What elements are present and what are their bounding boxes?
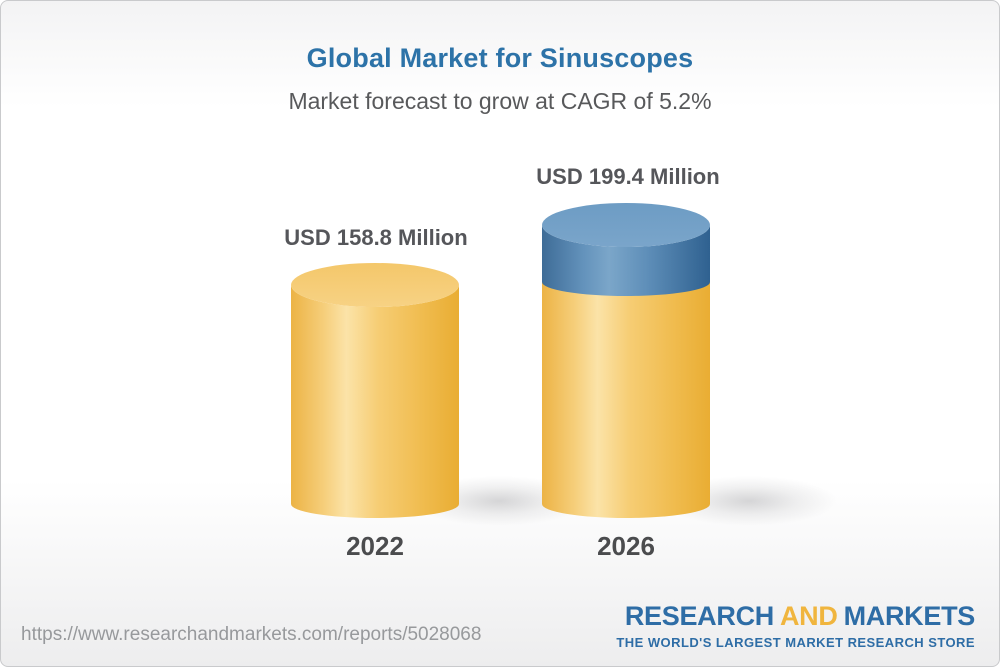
value-label-2022: USD 158.8 Million <box>284 225 468 250</box>
logo-word-markets: MARKETS <box>843 601 976 631</box>
logo-word-and: AND <box>779 601 838 631</box>
bar-2022-body <box>291 285 459 518</box>
logo-tagline: THE WORLD'S LARGEST MARKET RESEARCH STOR… <box>616 634 975 650</box>
category-label-2026: 2026 <box>597 531 655 561</box>
bar-2026-growth-body <box>542 225 710 296</box>
logo-word-research: RESEARCH <box>624 601 774 631</box>
source-url: https://www.researchandmarkets.com/repor… <box>21 624 482 645</box>
chart-subtitle: Market forecast to grow at CAGR of 5.2% <box>288 88 712 114</box>
bar-2026-growth-top <box>542 203 710 247</box>
chart-title: Global Market for Sinuscopes <box>306 43 694 73</box>
category-label-2022: 2022 <box>346 531 404 561</box>
bar-2022-top <box>291 263 459 307</box>
logo-wordmark: RESEARCH AND MARKETS <box>616 601 976 632</box>
value-label-2026: USD 199.4 Million <box>536 164 720 189</box>
research-and-markets-logo: RESEARCH AND MARKETS THE WORLD'S LARGEST M… <box>616 601 976 650</box>
bar-2026-base-body <box>542 282 710 518</box>
